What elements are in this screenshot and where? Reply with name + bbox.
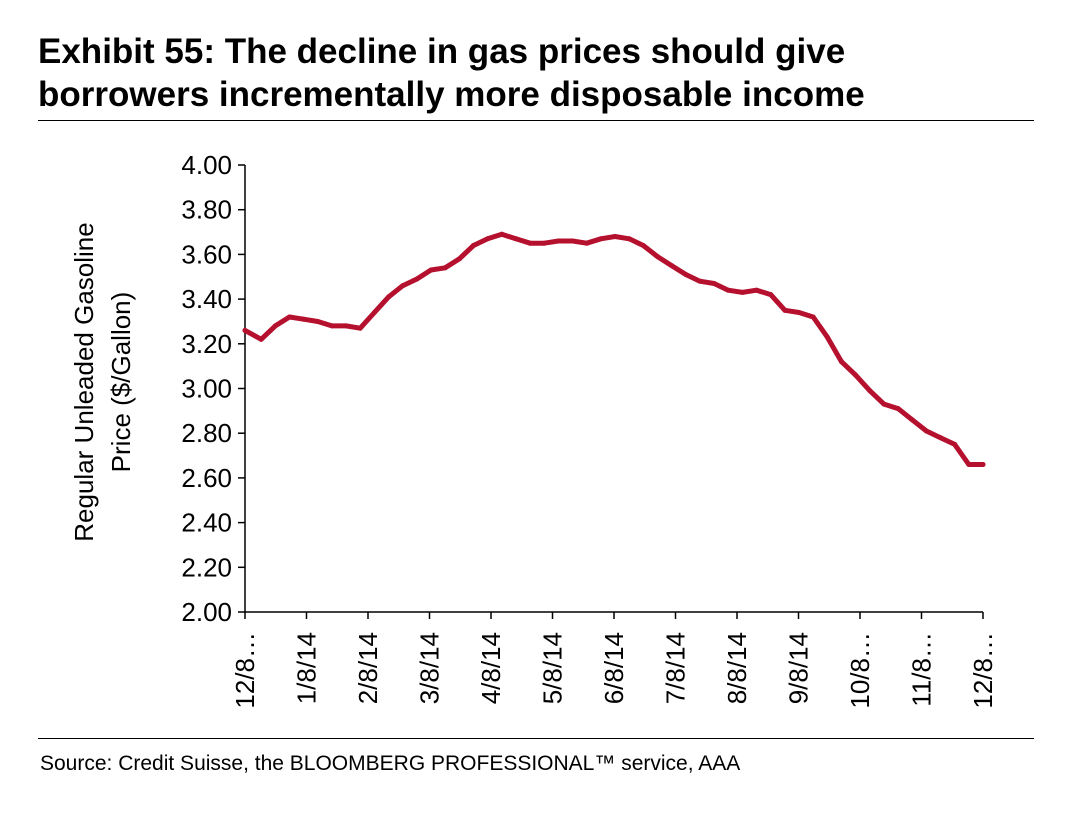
data-point (242, 327, 248, 333)
data-point (371, 310, 377, 315)
x-tick-label: 4/8/14 (476, 632, 506, 704)
data-point (287, 314, 292, 320)
data-point (527, 240, 533, 246)
data-point (725, 287, 731, 293)
data-point (782, 307, 788, 313)
data-point (824, 334, 830, 340)
y-tick-label: 4.00 (181, 150, 232, 180)
y-tick-label: 3.20 (181, 329, 232, 359)
x-tick-label: 3/8/14 (415, 632, 445, 704)
data-point (386, 294, 392, 300)
data-point (640, 243, 646, 248)
y-tick-label: 2.60 (181, 463, 232, 493)
data-point (428, 267, 434, 273)
data-point (810, 314, 816, 320)
data-point (697, 278, 703, 284)
x-tick-label: 9/8/14 (784, 632, 814, 704)
price-line (242, 231, 986, 467)
data-point (258, 336, 264, 342)
x-tick-label: 2/8/14 (353, 632, 383, 704)
data-point (796, 310, 802, 315)
y-tick-label: 3.40 (181, 284, 232, 314)
chart-title-line-2: borrowers incrementally more disposable … (38, 75, 865, 114)
x-tick-label: 8/8/14 (722, 632, 752, 704)
x-tick-label: 5/8/14 (538, 632, 568, 704)
data-point (400, 283, 406, 289)
source-note: Source: Credit Suisse, the BLOOMBERG PRO… (40, 752, 741, 775)
data-point (485, 236, 491, 242)
data-point (952, 441, 958, 447)
data-point (626, 236, 632, 242)
data-point (343, 323, 349, 329)
source-divider (38, 738, 1034, 739)
x-tick-label: 1/8/14 (292, 632, 322, 704)
y-axis-title-line-1: Regular Unleaded Gasoline (69, 222, 99, 541)
y-tick-label: 3.80 (181, 195, 232, 225)
x-tick-label: 10/8… (845, 632, 875, 709)
data-point (499, 231, 505, 237)
data-point (301, 316, 307, 322)
data-point (966, 462, 972, 467)
x-tick-label: 12/8… (968, 632, 998, 709)
data-point (739, 289, 745, 295)
data-point (683, 272, 689, 277)
data-point (980, 462, 986, 467)
data-point (584, 240, 590, 246)
data-point (442, 265, 448, 271)
y-tick-label: 2.40 (181, 508, 232, 538)
data-point (598, 236, 604, 242)
data-point (357, 325, 363, 331)
data-point (867, 388, 873, 394)
gas-price-chart: Regular Unleaded Gasoline Price ($/Gallo… (69, 150, 998, 709)
data-point (541, 240, 547, 246)
data-point (669, 263, 675, 269)
x-tick-label: 7/8/14 (661, 632, 691, 704)
x-tick-label: 11/8… (907, 632, 937, 707)
plot-area (242, 231, 986, 467)
data-point (315, 319, 321, 324)
data-point (938, 435, 943, 441)
y-axis: 4.00 3.80 3.60 3.40 3.20 3.00 2.80 2.60 2.40 2.20… (181, 150, 246, 627)
data-point (909, 417, 915, 423)
data-point (555, 238, 561, 244)
data-point (881, 401, 887, 407)
data-point (329, 323, 335, 329)
x-tick-label: 12/8… (230, 632, 260, 709)
y-axis-title: Regular Unleaded Gasoline Price ($/Gallo… (69, 222, 136, 541)
data-point (655, 254, 660, 260)
y-tick-label: 2.20 (181, 552, 232, 582)
data-point (272, 323, 278, 329)
chart-title: Exhibit 55: The decline in gas prices sh… (38, 30, 1038, 116)
chart-title-line-1: Exhibit 55: The decline in gas prices sh… (38, 32, 846, 71)
data-point (513, 236, 519, 242)
x-tick-label: 6/8/14 (599, 632, 629, 704)
data-point (768, 292, 774, 298)
data-point (895, 406, 901, 412)
data-point (414, 276, 420, 282)
data-point (754, 287, 759, 293)
y-tick-label: 2.80 (181, 418, 232, 448)
x-axis: 12/8… 1/8/14 2/8/14 3/8/14 4/8/14 5/8/14 6/8/1… (230, 611, 998, 709)
y-axis-title-line-2: Price ($/Gallon) (106, 292, 136, 473)
data-point (612, 234, 618, 239)
data-point (853, 372, 859, 378)
data-point (456, 256, 462, 262)
title-divider (38, 120, 1034, 121)
data-point (570, 238, 576, 244)
data-point (711, 281, 717, 286)
y-tick-label: 3.60 (181, 239, 232, 269)
y-tick-label: 3.00 (181, 374, 232, 404)
data-point (923, 428, 929, 434)
data-point (839, 359, 844, 365)
y-tick-label: 2.00 (181, 597, 232, 627)
data-point (471, 243, 476, 248)
